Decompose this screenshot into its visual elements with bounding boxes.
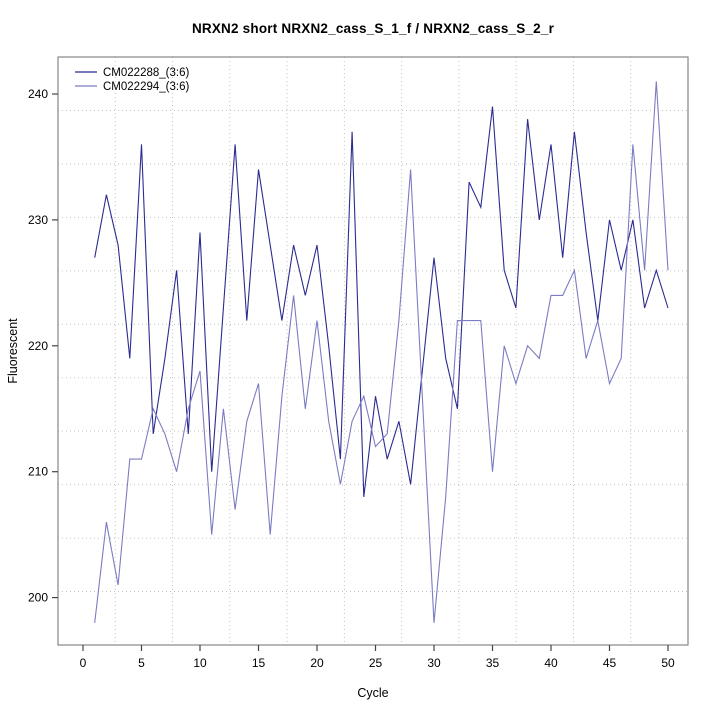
x-tick-label: 10 <box>193 656 207 670</box>
y-tick-label: 200 <box>28 591 48 605</box>
x-tick-label: 40 <box>544 656 558 670</box>
y-tick-label: 220 <box>28 339 48 353</box>
x-tick-label: 50 <box>661 656 675 670</box>
x-tick-label: 45 <box>603 656 617 670</box>
x-tick-label: 25 <box>369 656 383 670</box>
x-axis-title: Cycle <box>357 686 388 700</box>
legend-label-series2: CM022294_(3:6) <box>103 81 189 93</box>
chart-title: NRXN2 short NRXN2_cass_S_1_f / NRXN2_cas… <box>191 21 555 36</box>
x-tick-label: 0 <box>80 656 87 670</box>
grid-layer <box>58 57 688 645</box>
x-tick-label: 15 <box>252 656 266 670</box>
legend-label-series1: CM022288_(3:6) <box>103 67 189 79</box>
series-line-CM022294_(3:6) <box>94 81 669 623</box>
y-tick-label: 210 <box>28 465 48 479</box>
x-tick-label: 35 <box>486 656 500 670</box>
x-tick-label: 30 <box>427 656 441 670</box>
legend: CM022288_(3:6) CM022294_(3:6) <box>75 67 189 93</box>
axis-layer: 0 5 10 15 20 25 30 35 40 45 50 200 210 220 230 240 <box>28 87 675 670</box>
y-tick-label: 240 <box>28 87 48 101</box>
y-tick-label: 230 <box>28 213 48 227</box>
plot-frame <box>57 56 689 646</box>
plot-border <box>57 56 689 646</box>
y-axis-title: Fluorescent <box>6 318 20 384</box>
x-tick-label: 5 <box>138 656 145 670</box>
x-tick-label: 20 <box>310 656 324 670</box>
series-layer <box>94 81 669 623</box>
series-line-CM022288_(3:6) <box>94 106 669 497</box>
